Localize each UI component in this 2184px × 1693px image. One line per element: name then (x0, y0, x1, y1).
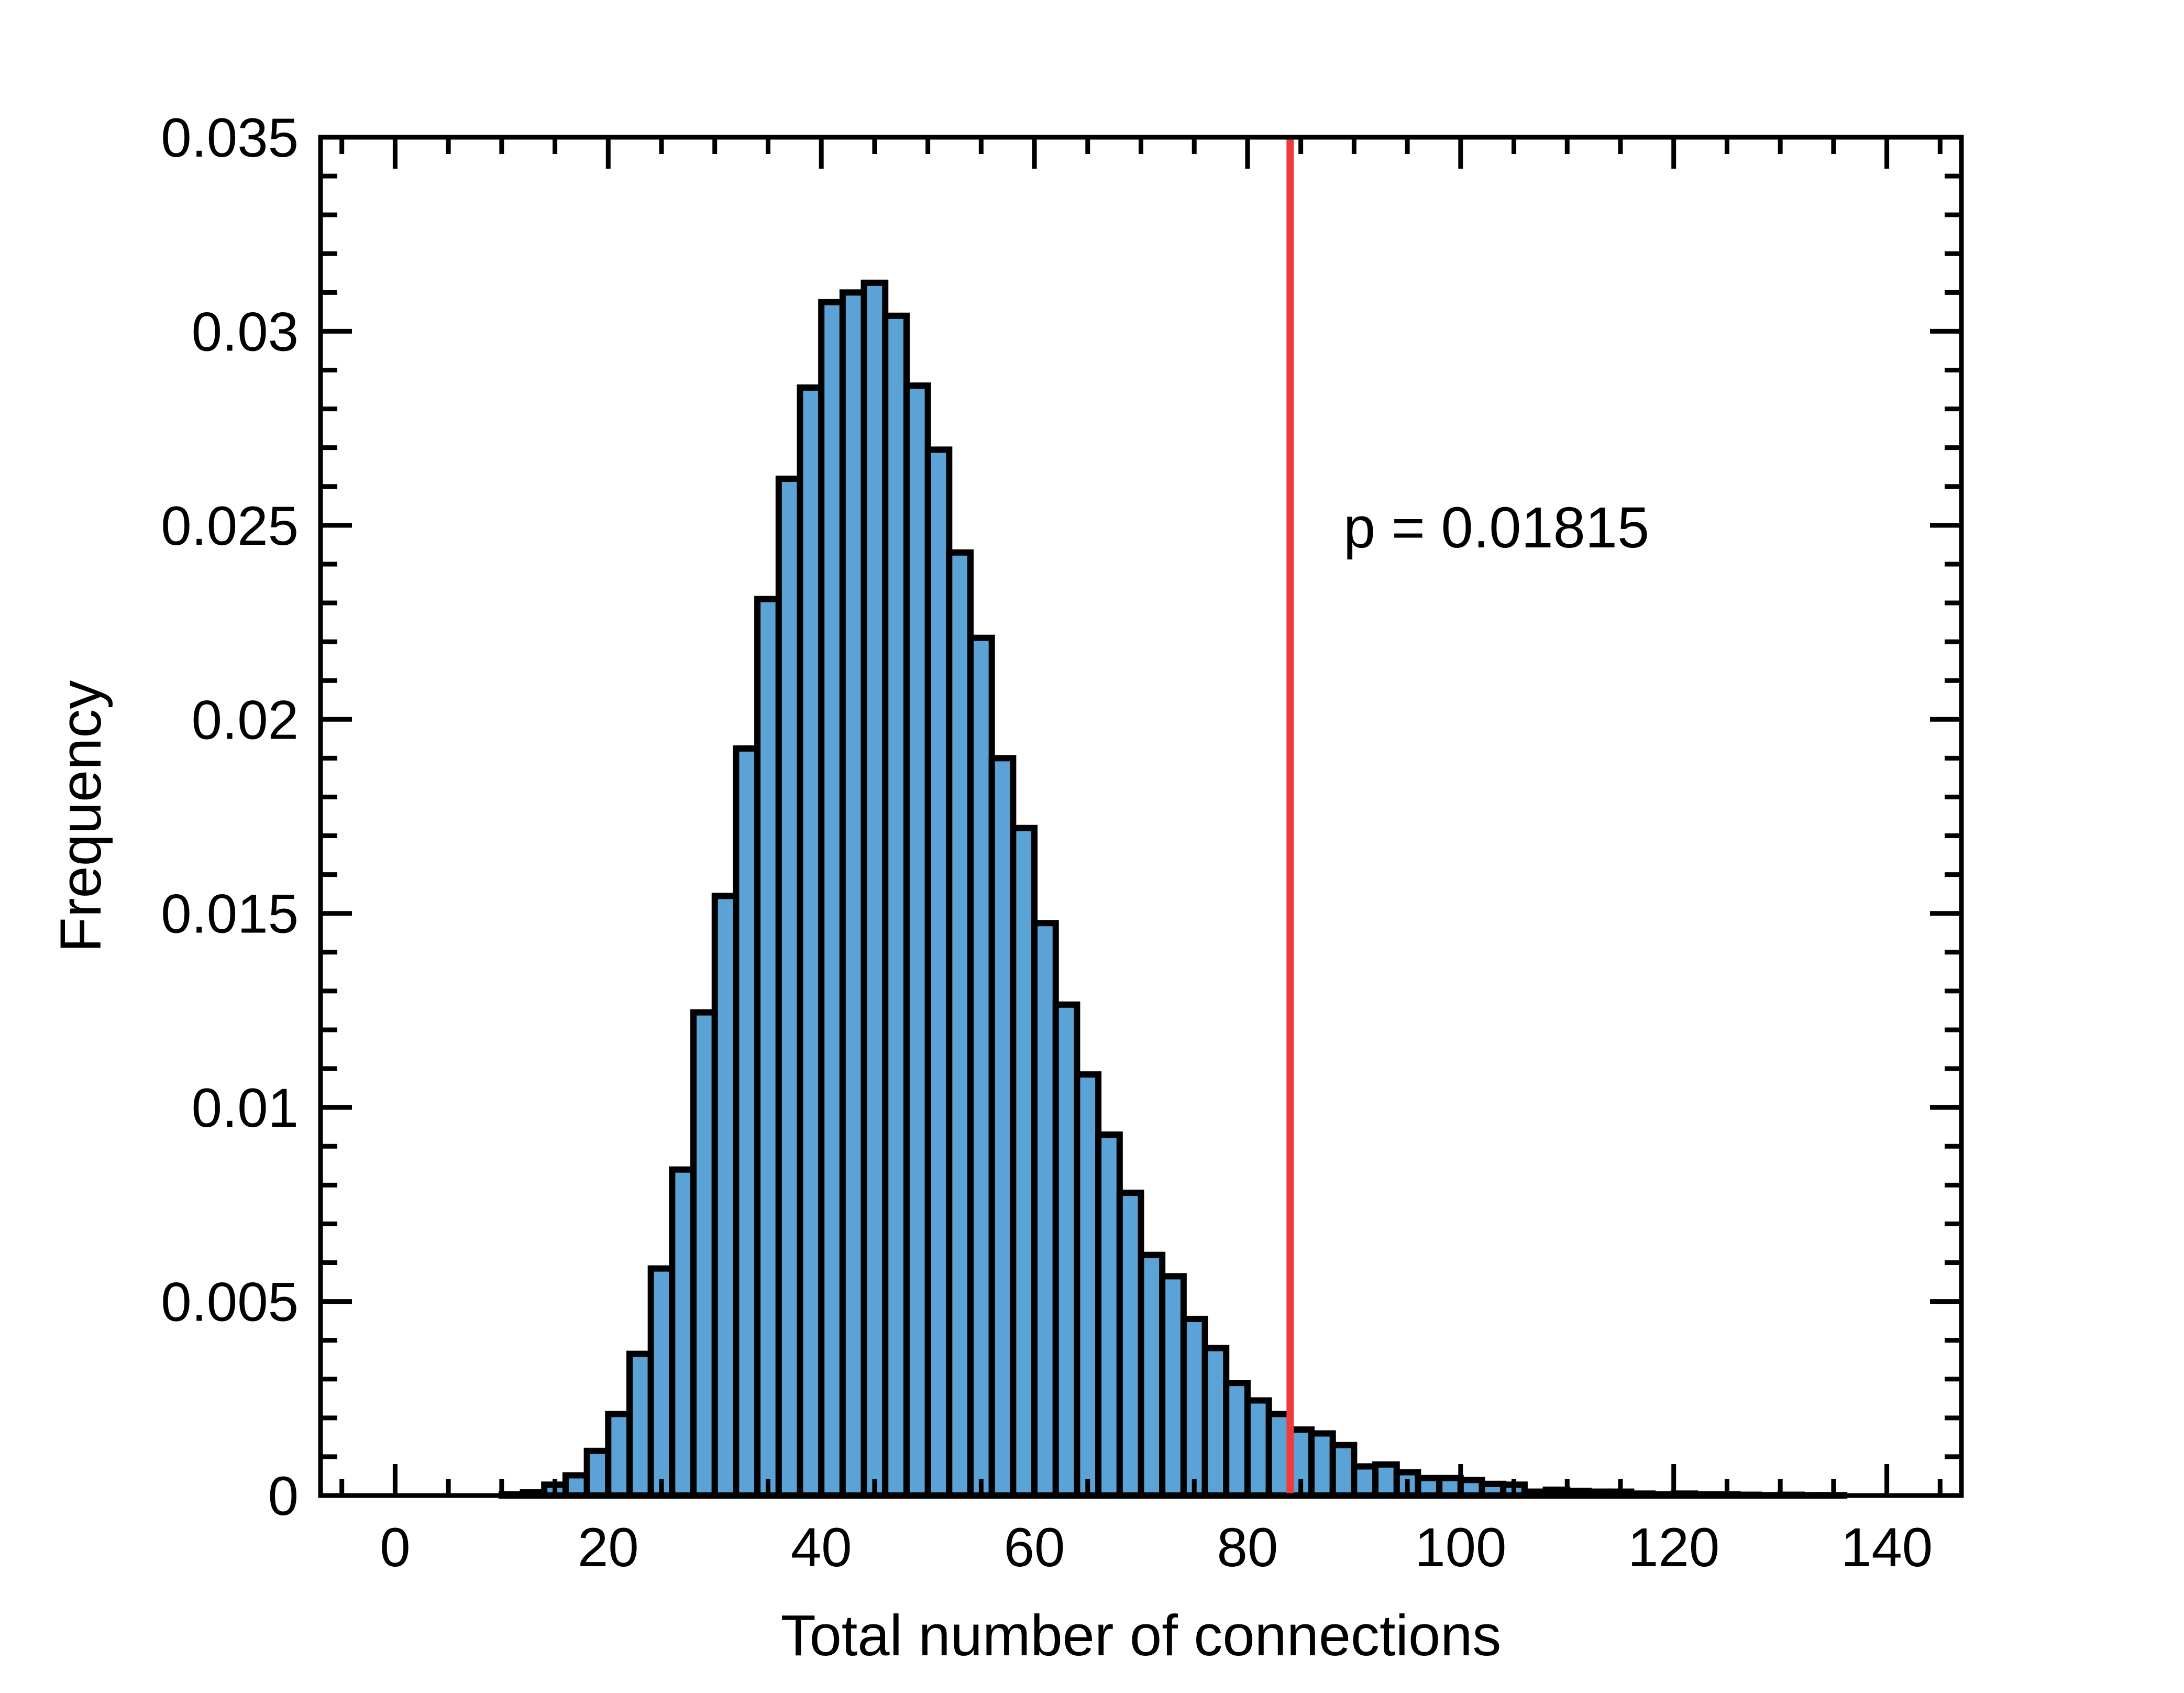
histogram-bar (1010, 824, 1038, 1499)
y-tick-label: 0.015 (161, 884, 299, 945)
histogram-bar (1436, 1475, 1464, 1499)
bars-layer (498, 279, 1848, 1499)
x-tick-label: 60 (1004, 1517, 1065, 1578)
y-tick-label: 0 (268, 1466, 299, 1527)
x-tick-label: 20 (578, 1517, 639, 1578)
x-tick-label: 0 (380, 1517, 410, 1578)
plot-frame (318, 135, 1964, 1498)
histogram-bar (903, 382, 931, 1499)
histogram-bar (1201, 1345, 1230, 1499)
y-tick-label: 0.025 (161, 496, 299, 557)
histogram-bar (967, 634, 995, 1499)
histogram-bar (711, 893, 740, 1499)
histogram-bar (562, 1472, 590, 1499)
y-tick-label: 0.035 (161, 107, 299, 169)
histogram-bar (690, 1009, 718, 1499)
histogram-bar (1372, 1461, 1400, 1499)
histogram-bar (882, 312, 910, 1499)
histogram-bar (647, 1265, 676, 1499)
x-tick-label: 80 (1217, 1517, 1278, 1578)
histogram-bar (1074, 1071, 1102, 1499)
x-tick-label: 100 (1415, 1517, 1506, 1578)
ticks-layer (321, 135, 1961, 1498)
histogram-bar (733, 745, 761, 1499)
x-tick-label: 120 (1628, 1517, 1719, 1578)
histogram-bar (605, 1411, 633, 1499)
histogram-bar (1031, 920, 1059, 1499)
histogram-bar (924, 446, 953, 1499)
histogram-bar (1052, 1001, 1080, 1499)
histogram-bar (1329, 1442, 1358, 1499)
histogram-bar (946, 549, 974, 1499)
x-tick-label: 140 (1841, 1517, 1933, 1578)
histogram-bar (1095, 1131, 1123, 1499)
x-tick-label: 40 (791, 1517, 852, 1578)
y-tick-label: 0.03 (192, 301, 299, 362)
x-axis-title: Total number of connections (781, 1603, 1502, 1668)
histogram-bar (861, 279, 889, 1499)
histogram-bar (1351, 1463, 1379, 1499)
y-axis-title: Frequency (49, 680, 113, 953)
histogram-bar (818, 299, 846, 1499)
histogram-bar (1244, 1397, 1272, 1499)
histogram-bar (1415, 1475, 1443, 1499)
tick-labels-layer: 0 20 40 60 80 100 120 140 0 0.005 0.01 0.015 0.02 0.0… (161, 107, 1933, 1578)
histogram-bar (626, 1350, 654, 1499)
histogram-bar (1223, 1380, 1251, 1499)
histogram-bar (754, 596, 782, 1499)
histogram-bar (839, 289, 867, 1499)
y-tick-label: 0.005 (161, 1272, 299, 1333)
histogram-bar (1116, 1190, 1144, 1499)
y-tick-label: 0.01 (192, 1078, 299, 1139)
histogram-bar (797, 384, 825, 1499)
y-tick-label: 0.02 (192, 689, 299, 751)
histogram-bar (1159, 1273, 1187, 1499)
histogram-bar (1308, 1430, 1336, 1499)
histogram-bar (775, 475, 803, 1499)
histogram-bar (583, 1447, 612, 1499)
histogram-bar (988, 755, 1017, 1499)
histogram-bar (669, 1166, 697, 1499)
histogram-bar (1180, 1315, 1208, 1499)
histogram-bar (1138, 1251, 1166, 1499)
threshold-annotation: p = 0.01815 (1343, 496, 1649, 560)
